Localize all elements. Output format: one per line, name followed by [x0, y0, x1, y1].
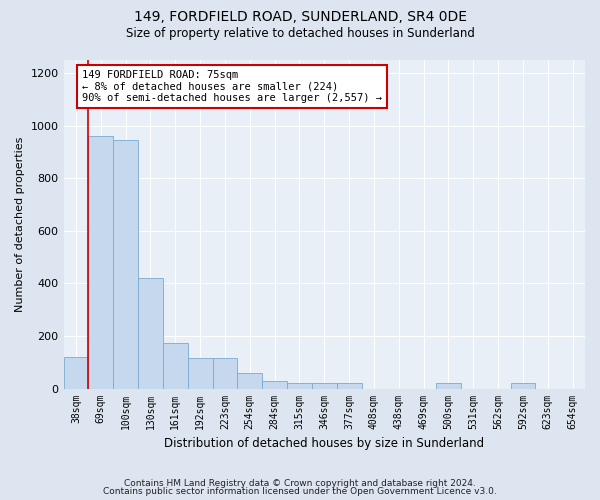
Bar [163, 342, 188, 388]
Bar [212, 358, 238, 388]
Bar [113, 140, 138, 388]
Text: Contains HM Land Registry data © Crown copyright and database right 2024.: Contains HM Land Registry data © Crown c… [124, 478, 476, 488]
Text: Contains public sector information licensed under the Open Government Licence v3: Contains public sector information licen… [103, 487, 497, 496]
X-axis label: Distribution of detached houses by size in Sunderland: Distribution of detached houses by size … [164, 437, 484, 450]
Bar [436, 383, 461, 388]
Bar [138, 278, 163, 388]
Text: Size of property relative to detached houses in Sunderland: Size of property relative to detached ho… [125, 28, 475, 40]
Bar [88, 136, 113, 388]
Bar [238, 373, 262, 388]
Bar [287, 383, 312, 388]
Bar [337, 384, 362, 388]
Bar [312, 383, 337, 388]
Bar [511, 383, 535, 388]
Bar [262, 381, 287, 388]
Y-axis label: Number of detached properties: Number of detached properties [15, 136, 25, 312]
Bar [188, 358, 212, 388]
Text: 149, FORDFIELD ROAD, SUNDERLAND, SR4 0DE: 149, FORDFIELD ROAD, SUNDERLAND, SR4 0DE [133, 10, 467, 24]
Text: 149 FORDFIELD ROAD: 75sqm
← 8% of detached houses are smaller (224)
90% of semi-: 149 FORDFIELD ROAD: 75sqm ← 8% of detach… [82, 70, 382, 103]
Bar [64, 357, 88, 388]
